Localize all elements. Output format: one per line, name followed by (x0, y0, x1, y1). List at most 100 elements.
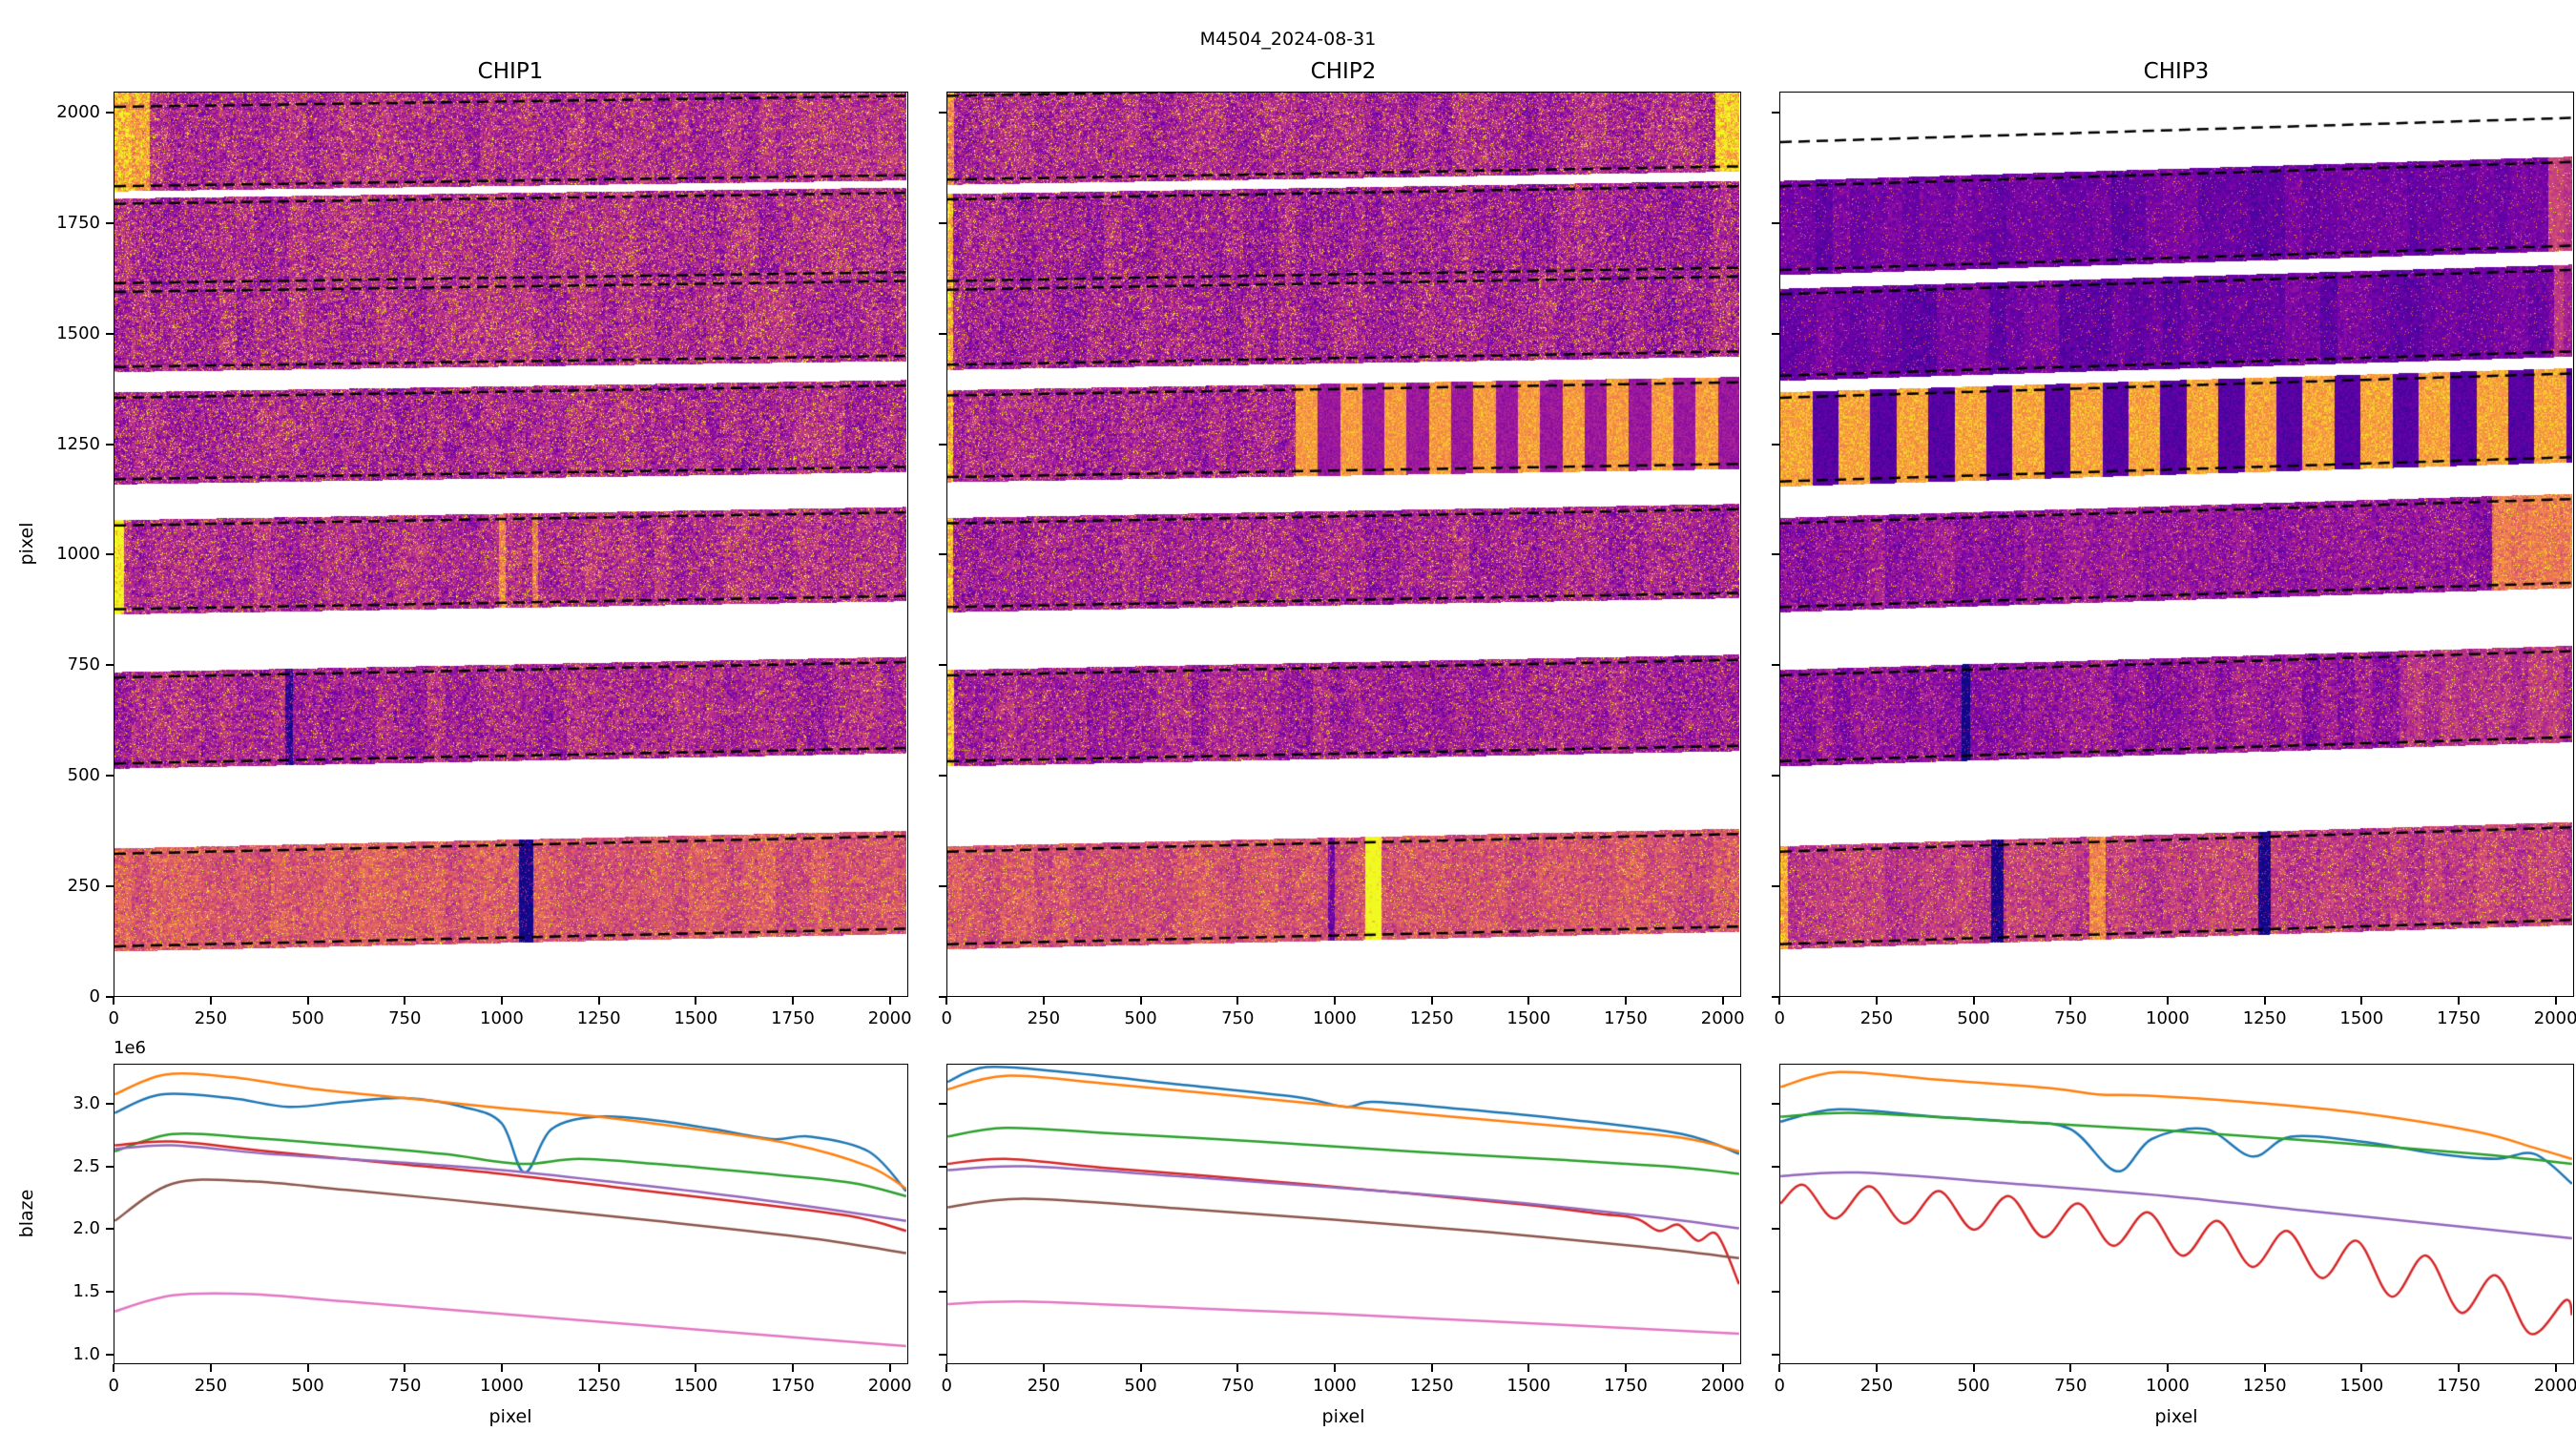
chip1-blaze-canvas (114, 1065, 906, 1362)
blaze2-x-axis-label: pixel (1321, 1406, 1365, 1427)
x-tick-mark (1333, 997, 1336, 1005)
chip2-title: CHIP2 (1310, 59, 1377, 84)
x-tick-mark (1721, 1364, 1724, 1372)
figure-title: M4504_2024-08-31 (1199, 29, 1377, 50)
x-tick-label: 0 (941, 1376, 952, 1396)
x-tick-label: 0 (941, 1008, 952, 1028)
x-tick-mark (404, 997, 406, 1005)
y-tick-label: 750 (67, 654, 100, 675)
y-tick-mark (106, 1103, 114, 1105)
x-tick-label: 1000 (2146, 1008, 2190, 1028)
y-tick-mark (939, 775, 946, 778)
x-tick-label: 0 (1774, 1008, 1785, 1028)
x-tick-mark (2554, 1364, 2557, 1372)
y-tick-mark (106, 995, 114, 998)
x-tick-mark (1139, 1364, 1142, 1372)
y-tick-mark (939, 1290, 946, 1293)
x-tick-mark (2457, 997, 2460, 1005)
y-tick-mark (939, 1103, 946, 1105)
x-tick-mark (1527, 1364, 1530, 1372)
x-tick-label: 2000 (1700, 1376, 1745, 1396)
x-tick-label: 250 (194, 1376, 228, 1396)
x-tick-label: 500 (1124, 1376, 1157, 1396)
x-tick-mark (1139, 997, 1142, 1005)
x-tick-mark (1972, 1364, 1975, 1372)
x-tick-label: 1000 (2146, 1376, 2190, 1396)
x-tick-mark (2166, 997, 2169, 1005)
x-tick-mark (1624, 1364, 1627, 1372)
x-tick-mark (945, 1364, 948, 1372)
x-tick-label: 250 (1027, 1008, 1061, 1028)
x-tick-mark (1430, 1364, 1433, 1372)
x-tick-label: 1750 (2437, 1376, 2481, 1396)
x-tick-label: 0 (108, 1008, 119, 1028)
chip2-image-axes (946, 92, 1741, 997)
x-tick-mark (1527, 997, 1530, 1005)
x-tick-mark (1778, 1364, 1781, 1372)
x-tick-mark (306, 1364, 309, 1372)
x-tick-mark (1778, 997, 1781, 1005)
y-tick-mark (939, 884, 946, 887)
y-tick-mark (1772, 553, 1779, 556)
x-tick-mark (209, 1364, 212, 1372)
x-tick-mark (597, 1364, 600, 1372)
x-tick-mark (2554, 997, 2557, 1005)
x-tick-mark (2360, 1364, 2363, 1372)
y-tick-mark (939, 221, 946, 224)
y-tick-label: 1750 (56, 212, 100, 233)
x-tick-label: 1500 (674, 1008, 718, 1028)
x-tick-mark (888, 1364, 891, 1372)
x-tick-label: 2000 (867, 1008, 912, 1028)
x-tick-label: 750 (388, 1376, 422, 1396)
y-tick-label: 1.0 (73, 1343, 100, 1364)
x-tick-mark (695, 1364, 697, 1372)
x-tick-label: 2000 (2533, 1376, 2576, 1396)
x-tick-label: 1250 (576, 1376, 621, 1396)
chip3-blaze-canvas (1780, 1065, 2572, 1362)
x-tick-label: 1750 (771, 1008, 815, 1028)
x-tick-label: 750 (388, 1008, 422, 1028)
x-tick-mark (695, 997, 697, 1005)
blaze-y-axis-label: blaze (16, 1189, 37, 1238)
x-tick-label: 500 (291, 1376, 324, 1396)
y-tick-label: 250 (67, 875, 100, 896)
y-tick-label: 0 (89, 985, 100, 1006)
y-tick-mark (1772, 664, 1779, 667)
y-tick-mark (106, 112, 114, 114)
x-tick-mark (1624, 997, 1627, 1005)
y-tick-label: 2.5 (73, 1155, 100, 1176)
y-tick-mark (1772, 221, 1779, 224)
chip1-image-canvas (114, 93, 906, 995)
x-tick-mark (2263, 1364, 2266, 1372)
x-tick-label: 1000 (1313, 1008, 1357, 1028)
y-tick-mark (1772, 1165, 1779, 1168)
chip3-blaze-axes (1779, 1064, 2574, 1364)
x-tick-mark (888, 997, 891, 1005)
x-tick-label: 750 (1221, 1376, 1255, 1396)
y-tick-mark (106, 221, 114, 224)
x-tick-mark (1236, 997, 1239, 1005)
x-tick-label: 2000 (2533, 1008, 2576, 1028)
x-tick-label: 500 (1124, 1008, 1157, 1028)
chip1-blaze-axes (114, 1064, 908, 1364)
x-tick-label: 1500 (2339, 1376, 2384, 1396)
y-tick-mark (1772, 112, 1779, 114)
y-tick-mark (939, 664, 946, 667)
y-tick-mark (1772, 1228, 1779, 1231)
y-tick-mark (1772, 332, 1779, 335)
x-tick-mark (1042, 997, 1045, 1005)
x-tick-mark (597, 997, 600, 1005)
y-tick-mark (106, 1290, 114, 1293)
x-tick-label: 1750 (2437, 1008, 2481, 1028)
x-tick-label: 250 (1027, 1376, 1061, 1396)
x-tick-mark (2360, 997, 2363, 1005)
x-tick-label: 750 (2054, 1008, 2088, 1028)
y-tick-mark (939, 332, 946, 335)
chip2-blaze-canvas (947, 1065, 1739, 1362)
y-tick-mark (106, 553, 114, 556)
image-y-axis-label: pixel (16, 522, 37, 566)
x-tick-mark (500, 1364, 503, 1372)
y-tick-mark (939, 443, 946, 446)
y-tick-mark (1772, 443, 1779, 446)
y-tick-label: 3.0 (73, 1093, 100, 1113)
